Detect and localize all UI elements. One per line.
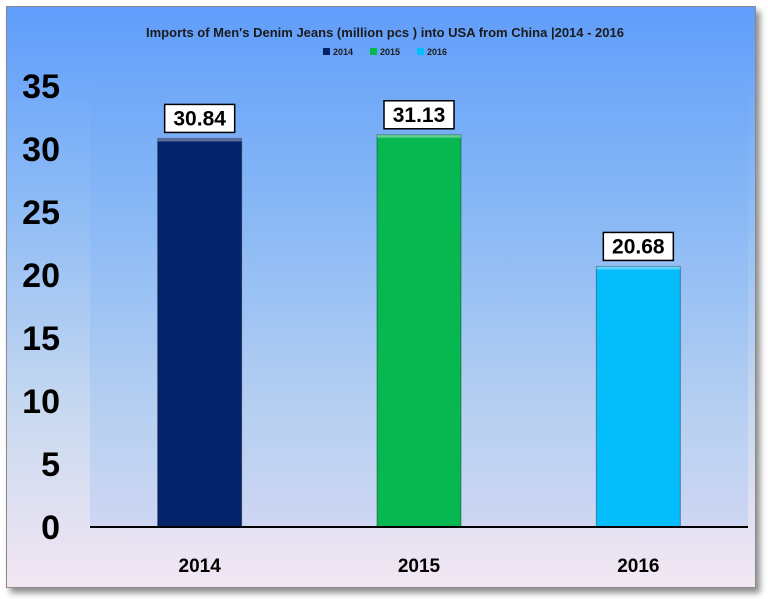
x-category-label: 2014 [179,556,222,577]
x-category-label: 2016 [617,556,659,577]
data-label-2014: 30.84 [173,107,226,130]
bar-highlight [157,138,242,142]
bar-highlight [377,134,461,138]
data-label-box [602,231,675,262]
y-tick-label: 10 [22,383,60,421]
y-tick-label: 30 [22,131,60,169]
legend-swatch-2016 [417,48,424,55]
legend-label-2014: 2014 [333,47,353,57]
legend: 2014 2015 2016 [323,47,447,57]
y-tick-label: 25 [22,194,60,232]
chart-title: Imports of Men's Denim Jeans (million pc… [146,25,624,40]
y-tick-label: 15 [22,320,60,358]
data-label-box [163,103,236,134]
y-tick-label: 35 [22,68,60,106]
data-labels: 30.84 31.13 20.68 [163,100,675,262]
data-label-2016: 20.68 [612,235,665,258]
y-tick-label: 20 [22,257,60,295]
bar-2016 [595,265,681,528]
legend-swatch-2015 [370,48,377,55]
y-tick-label: 5 [41,446,60,484]
legend-label-2015: 2015 [380,47,400,57]
data-label-2015: 31.13 [393,104,446,127]
x-category-label: 2015 [398,556,441,577]
legend-label-2016: 2016 [427,47,447,57]
bar-2015 [376,134,462,528]
y-tick-label: 0 [41,509,60,547]
bar-2014 [157,137,243,528]
bar-highlight [596,266,681,270]
bars [157,134,681,528]
legend-swatch-2014 [323,48,330,55]
data-label-box [383,100,455,130]
y-axis-ticks: 0 5 10 15 20 25 30 35 [22,68,60,547]
x-axis-categories: 2014 2015 2016 [179,556,660,577]
